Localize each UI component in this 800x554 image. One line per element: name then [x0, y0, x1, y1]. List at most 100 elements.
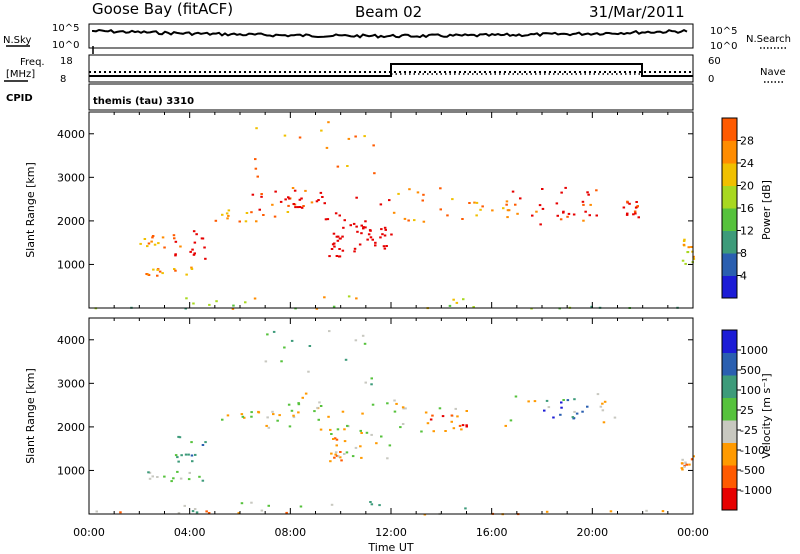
power-cell-r9	[204, 257, 207, 260]
velocity-cell-r10	[601, 409, 605, 412]
velocity-cell-r6	[177, 435, 180, 438]
velocity-cell-r1	[276, 419, 279, 422]
power-cell-r13	[582, 219, 585, 222]
power-cell-r16	[363, 135, 366, 138]
velocity-cell-r2	[316, 406, 319, 409]
y-tick-label: 1000	[57, 258, 85, 271]
x-tick-label: 20:00	[576, 526, 608, 539]
velocity-cell-r6	[178, 436, 182, 439]
velocity-cell-r2	[292, 414, 295, 417]
velocity-cell-r2	[304, 392, 308, 395]
velocity-cell-r4	[351, 455, 355, 458]
power-cell-r16	[327, 121, 330, 124]
velocity-cell-r1	[241, 415, 245, 418]
velocity-cell-r7	[179, 477, 183, 480]
velocity-cell-r13	[267, 504, 270, 507]
power-cell-r13	[566, 215, 569, 218]
velocity-cell-r7	[163, 475, 166, 478]
velocity-cell-r15	[692, 455, 695, 458]
power-cell-r17	[472, 306, 475, 308]
power-cell-r5	[379, 236, 382, 239]
power-cell-r15	[633, 210, 637, 213]
velocity-cell-r5	[339, 451, 342, 453]
power-cell-r1	[273, 215, 277, 218]
power-colorbar-color-segment	[722, 275, 737, 299]
power-cell-r10	[190, 268, 194, 270]
station-title: Goose Bay (fitACF)	[92, 0, 233, 18]
velocity-colorbar-color-segment	[722, 330, 737, 353]
power-cell-r13	[511, 190, 515, 193]
power-cell-r2	[287, 204, 290, 207]
power-cell-r12	[507, 209, 511, 212]
velocity-cell-r13	[464, 507, 467, 510]
power-cell-r8	[146, 245, 149, 248]
power-cell-r1	[227, 214, 230, 217]
power-cell-r4	[360, 224, 363, 227]
power-cell-r3	[296, 206, 300, 209]
power-cell-r9	[174, 254, 177, 257]
power-cell-r15	[635, 201, 638, 203]
velocity-cell-r3	[386, 402, 389, 405]
velocity-cell-r9	[450, 414, 454, 417]
noise-panel-frame	[88, 23, 694, 49]
power-cell-r18	[448, 304, 452, 307]
velocity-cell-r6	[187, 453, 190, 456]
power-cell-r13	[516, 212, 519, 215]
power-cell-r4	[379, 203, 383, 206]
velocity-cell-r5	[335, 444, 338, 447]
velocity-cell-r11	[560, 406, 563, 409]
velocity-cell-r3	[329, 428, 332, 431]
power-cell-r13	[559, 218, 563, 221]
velocity-cell-r7	[148, 477, 152, 480]
velocity-cell-r3	[380, 435, 383, 438]
velocity-cell-r9	[444, 430, 447, 432]
power-cell-r14	[562, 211, 565, 214]
velocity-cell-r10	[596, 393, 600, 396]
power-cell-r19	[690, 246, 693, 248]
power-cell-r17	[323, 296, 326, 299]
velocity-cell-r2	[266, 416, 269, 419]
power-cell-r8	[143, 238, 147, 240]
power-cell-r16	[254, 167, 258, 170]
power-cell-r15	[632, 213, 635, 216]
power-cell-r4	[343, 219, 346, 222]
y-tick-label: 4000	[57, 334, 85, 347]
velocity-cell-r1	[221, 418, 224, 421]
velocity-cell-r6	[177, 460, 180, 463]
power-cell-r5	[352, 222, 356, 225]
power-cell-r14	[588, 214, 591, 217]
velocity-cell-r2	[297, 402, 300, 405]
velocity-cell-r6	[204, 441, 207, 444]
power-cell-r12	[475, 214, 478, 217]
velocity-cell-r2	[250, 411, 253, 414]
velocity-cell-r5	[332, 438, 335, 440]
velocity-colorbar-tick-label: -100	[740, 444, 765, 457]
velocity-cell-r9	[429, 418, 433, 421]
power-colorbar-tick-label: 8	[740, 247, 747, 260]
velocity-cell-r4	[343, 440, 347, 443]
velocity-cell-r8	[393, 399, 396, 402]
velocity-cell-r10	[527, 400, 530, 403]
power-colorbar-tick-label: 12	[740, 225, 754, 238]
power-cell-r16	[372, 144, 375, 147]
power-cell-r7	[335, 255, 339, 257]
power-cell-r7	[332, 232, 336, 235]
power-cell-r11	[407, 219, 410, 222]
power-cell-r9	[193, 241, 197, 244]
velocity-cell-r1	[226, 414, 230, 417]
velocity-y-axis: 1000 2000 3000 4000	[57, 334, 693, 477]
freq-label-2: [MHz]	[6, 69, 35, 80]
velocity-cell-r14	[237, 512, 240, 515]
velocity-x-axis: 00:00 04:00 08:00 12:00 16:00 20:00 00:00	[73, 318, 709, 539]
power-cell-r7	[338, 248, 341, 250]
power-cell-r8	[173, 237, 176, 240]
velocity-cell-r1	[267, 426, 271, 429]
power-cell-r2	[260, 195, 263, 198]
power-cell-r18	[590, 305, 593, 308]
power-cell-r15	[622, 206, 626, 209]
velocity-cell-r11	[566, 399, 570, 402]
velocity-cell-r5	[335, 438, 339, 441]
nave-tick-top: 60	[708, 56, 721, 67]
power-cell-r3	[319, 191, 323, 194]
power-cell-r4	[362, 226, 365, 229]
